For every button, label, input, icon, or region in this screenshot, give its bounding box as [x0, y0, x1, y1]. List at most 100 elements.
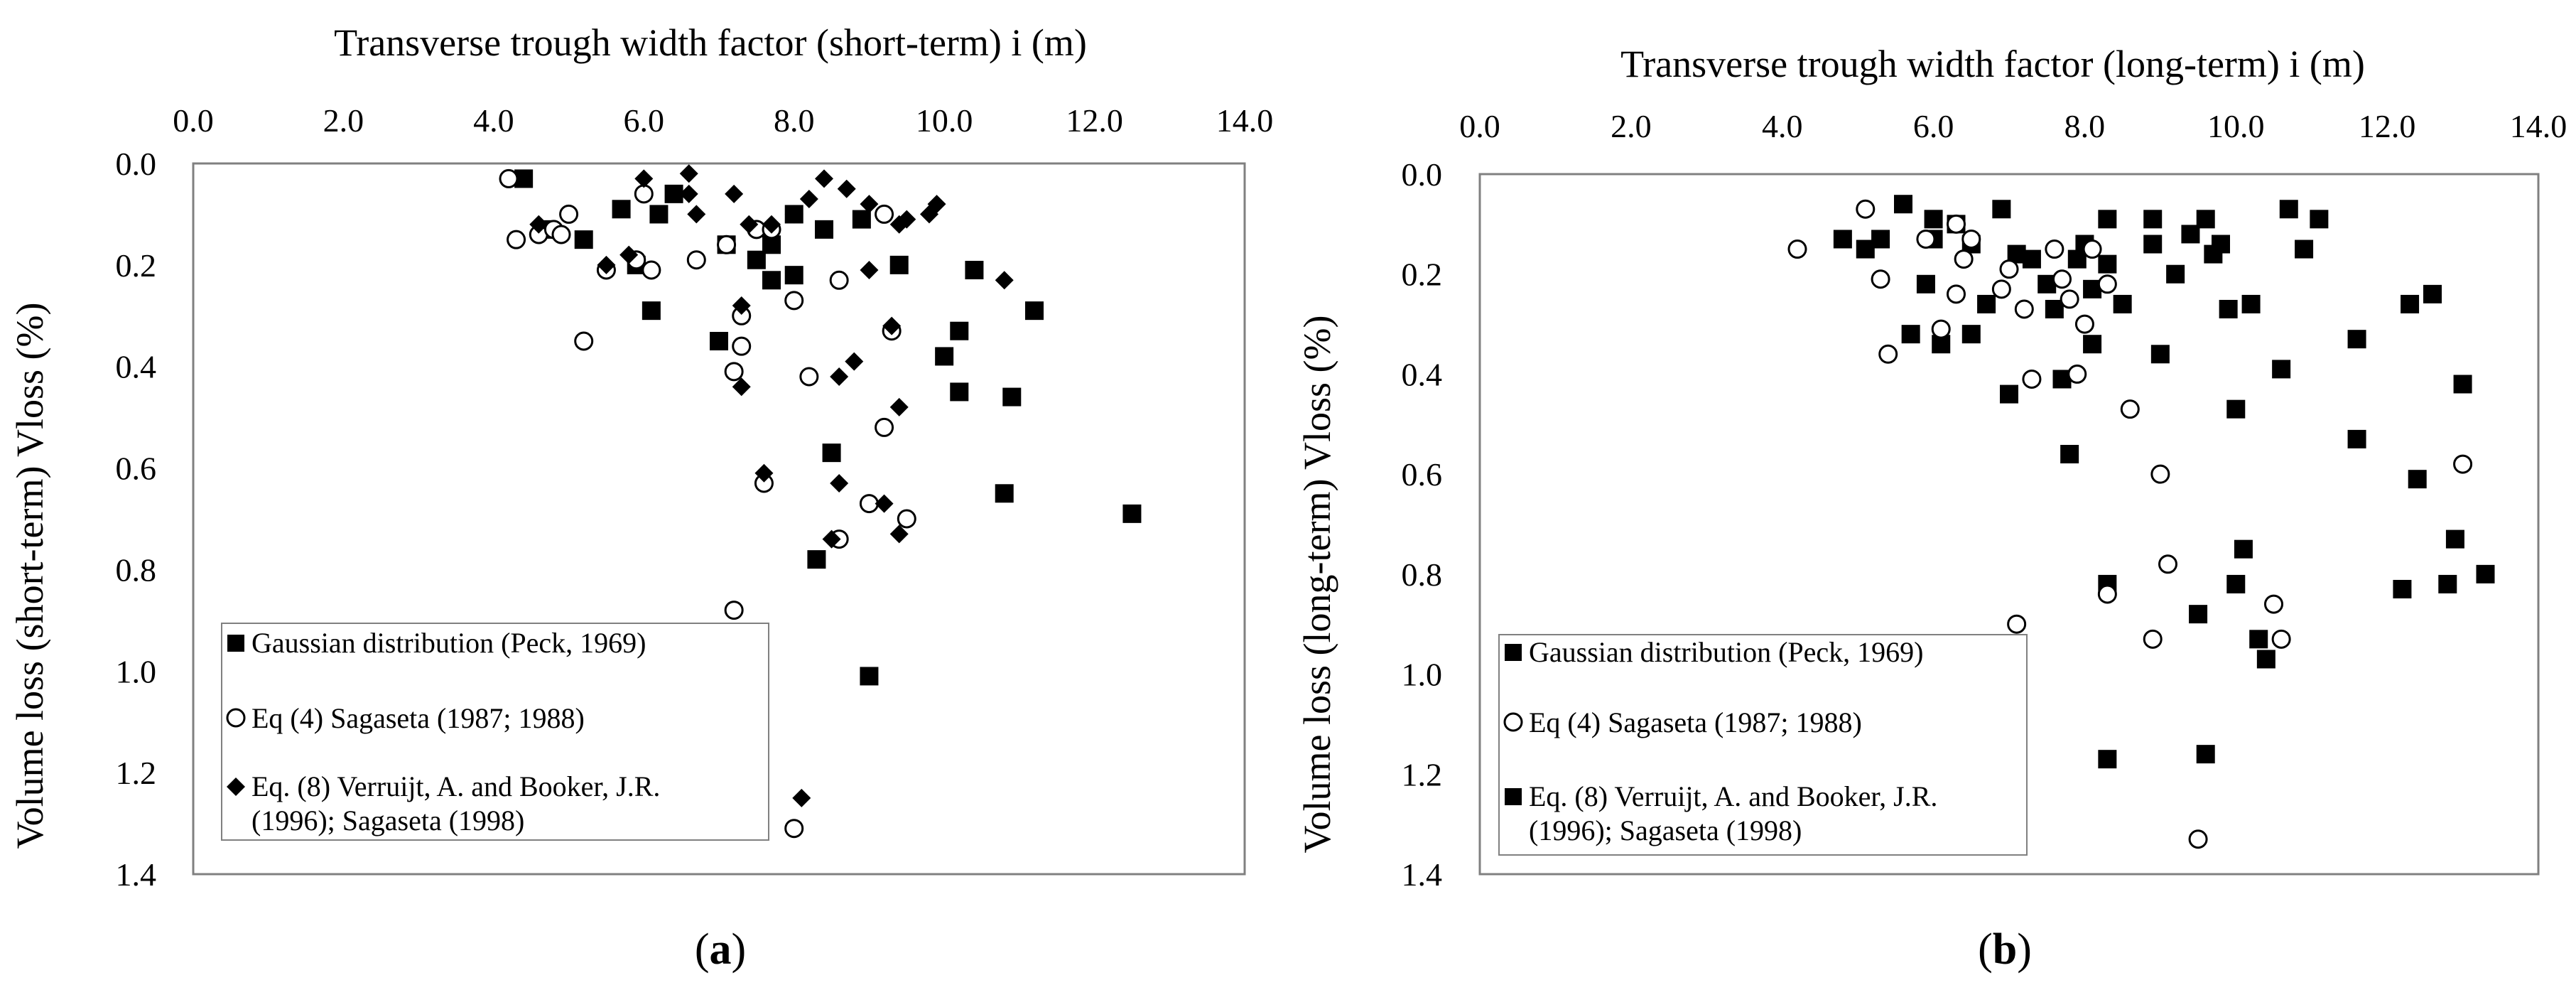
square-point: [2347, 429, 2366, 448]
square-point: [1122, 504, 1142, 523]
circle-point: [642, 260, 661, 280]
diamond-point: [597, 255, 616, 274]
diamond-point: [860, 261, 879, 279]
square-point: [2000, 384, 2018, 404]
circle-point: [2074, 314, 2094, 334]
diamond-point: [882, 316, 902, 335]
panel-a-legend-verruijt-2: (1996); Sagaseta (1998): [251, 805, 524, 836]
square-point: [2196, 210, 2215, 229]
circle-point: [507, 230, 526, 249]
panel-b-legend-box: [1498, 634, 2028, 856]
circle-point: [2453, 454, 2473, 474]
diamond-point: [732, 377, 751, 397]
circle-point: [1991, 279, 2011, 299]
diamond-point: [927, 195, 946, 214]
x-tick-label: 8.0: [774, 102, 815, 139]
square-point: [2226, 574, 2246, 593]
panel-a-x-ticks: 0.0 2.0 4.0 6.0 8.0 10.0 12.0 14.0: [173, 102, 1273, 139]
circle-point: [1947, 284, 1966, 304]
panel-a-legend-gaussian: Gaussian distribution (Peck, 1969): [251, 627, 646, 659]
diamond-point: [732, 296, 751, 315]
diamond-point: [740, 215, 759, 234]
diamond-point: [762, 215, 781, 234]
diamond-point: [830, 367, 849, 386]
circle-point: [551, 225, 571, 244]
square-point: [2189, 605, 2208, 624]
square-point: [2143, 210, 2163, 229]
y-tick-label: 0.2: [1402, 257, 1443, 293]
diamond-point: [845, 352, 864, 371]
circle-point: [2158, 554, 2177, 574]
circle-point: [1931, 319, 1951, 339]
x-tick-label: 8.0: [2064, 108, 2106, 144]
circle-point: [2022, 369, 2042, 389]
panel-a-ylabel: Volume loss (short-term) Vloss (%): [9, 303, 51, 849]
circle-point: [2045, 240, 2064, 259]
panel-b-points: [1787, 195, 2495, 849]
diamond-point: [679, 164, 698, 183]
legend-circle-marker: [1503, 712, 1523, 732]
circle-point: [1999, 259, 2019, 279]
square-point: [2150, 345, 2170, 364]
circle-point: [1871, 269, 1890, 289]
y-tick-label: 0.4: [1402, 356, 1443, 392]
circle-point: [1916, 229, 1936, 249]
circle-point: [499, 168, 519, 188]
circle-point: [559, 204, 579, 224]
panel-b-legend-gaussian: Gaussian distribution (Peck, 1969): [1529, 636, 1924, 668]
square-point: [1916, 274, 1935, 294]
square-point: [2408, 470, 2427, 489]
square-point: [2083, 335, 2102, 354]
circle-point: [1856, 199, 1876, 219]
square-point: [860, 667, 879, 686]
square-point: [815, 220, 833, 239]
y-tick-label: 1.2: [1402, 756, 1443, 792]
circle-point: [634, 184, 654, 204]
square-point: [2347, 330, 2366, 349]
x-tick-label: 10.0: [2207, 108, 2265, 144]
panel-b-legend: Gaussian distribution (Peck, 1969) Eq (4…: [1498, 634, 2028, 856]
y-tick-label: 1.4: [116, 856, 157, 893]
circle-point: [897, 509, 916, 529]
square-point: [2022, 249, 2041, 269]
square-point: [2401, 294, 2420, 313]
square-point: [965, 261, 984, 279]
panel-a: Transverse trough width factor (short-te…: [9, 21, 1273, 974]
circle-point: [724, 362, 744, 382]
y-tick-label: 0.0: [116, 146, 157, 182]
circle-point: [2264, 594, 2283, 614]
square-point: [935, 347, 954, 366]
y-tick-label: 0.4: [116, 349, 157, 385]
panel-a-points: [499, 164, 1142, 839]
legend-diamond-marker: [227, 778, 245, 796]
square-point: [2045, 299, 2064, 318]
square-point: [612, 200, 631, 219]
circle-point: [875, 204, 894, 224]
square-point: [2279, 200, 2298, 219]
panel-b-label: (b): [1978, 925, 2032, 974]
square-point: [807, 550, 826, 569]
panel-b-legend-verruijt-1: Eq. (8) Verruijt, A. and Booker, J.R.: [1529, 780, 1937, 812]
circle-point: [686, 250, 706, 270]
diamond-point: [679, 184, 698, 203]
square-point: [2234, 539, 2253, 559]
x-tick-label: 2.0: [323, 102, 364, 139]
circle-point: [2143, 629, 2163, 649]
circle-point: [829, 270, 849, 290]
panel-b-legend-sagaseta: Eq (4) Sagaseta (1987; 1988): [1529, 706, 1862, 738]
x-tick-label: 12.0: [2359, 108, 2416, 144]
square-point: [2453, 375, 2472, 394]
square-point: [2445, 529, 2464, 549]
y-tick-label: 1.4: [1402, 856, 1443, 893]
diamond-point: [860, 195, 879, 214]
circle-point: [717, 235, 737, 254]
diamond-point: [754, 463, 774, 483]
square-point: [2226, 399, 2246, 419]
circle-point: [799, 367, 819, 387]
panel-a-legend-verruijt-1: Eq. (8) Verruijt, A. and Booker, J.R.: [251, 770, 660, 802]
circle-point: [2188, 829, 2208, 849]
circle-point: [2120, 399, 2140, 419]
panel-a-legend-box: [221, 623, 769, 841]
legend-circle-marker: [226, 708, 246, 728]
